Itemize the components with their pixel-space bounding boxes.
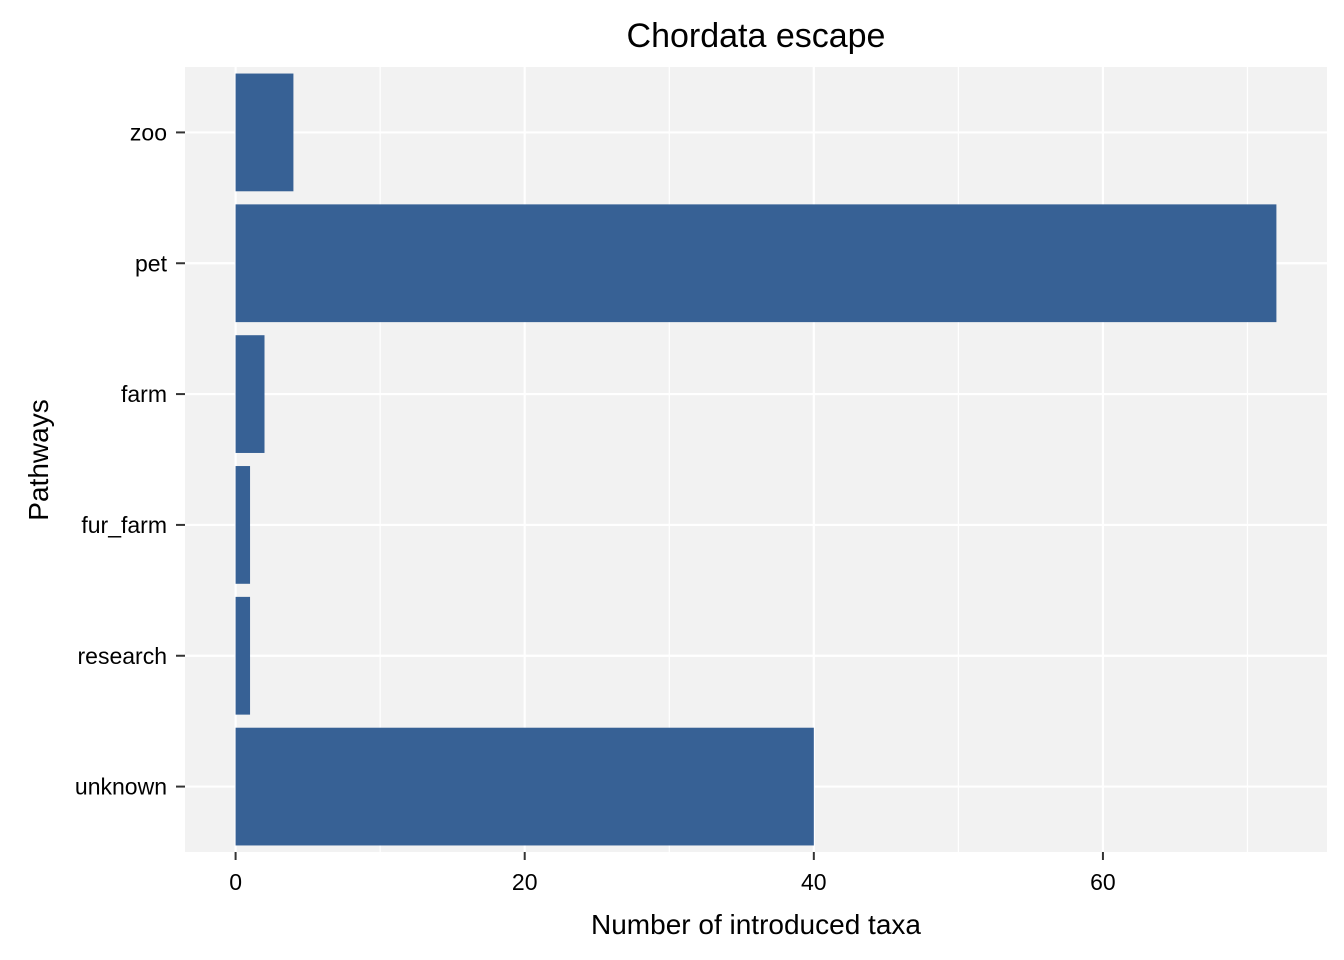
y-axis: unknown research fur_farm farm pet zoo <box>75 119 185 800</box>
bar-zoo <box>235 73 294 192</box>
x-tick-label: 0 <box>229 869 242 895</box>
bar-research <box>235 596 251 715</box>
x-tick-label: 60 <box>1090 869 1116 895</box>
x-axis: 0 20 40 60 <box>229 852 1116 895</box>
bars <box>235 73 1277 846</box>
y-tick-label: zoo <box>130 119 167 145</box>
y-tick-label: fur_farm <box>81 512 167 538</box>
bar-pet <box>235 204 1277 323</box>
bar-farm <box>235 335 265 453</box>
x-tick-label: 20 <box>512 869 538 895</box>
x-axis-title: Number of introduced taxa <box>591 909 921 940</box>
grid-minor <box>379 67 1249 852</box>
y-tick-label: farm <box>121 381 167 407</box>
bar-unknown <box>235 727 814 846</box>
plot-panel <box>185 67 1327 852</box>
y-tick-label: unknown <box>75 774 167 800</box>
chart-title: Chordata escape <box>627 17 886 55</box>
bar-fur_farm <box>235 466 251 584</box>
y-tick-label: research <box>78 643 167 669</box>
x-tick-label: 40 <box>801 869 827 895</box>
y-axis-title: Pathways <box>23 399 54 520</box>
y-tick-label: pet <box>135 250 168 276</box>
